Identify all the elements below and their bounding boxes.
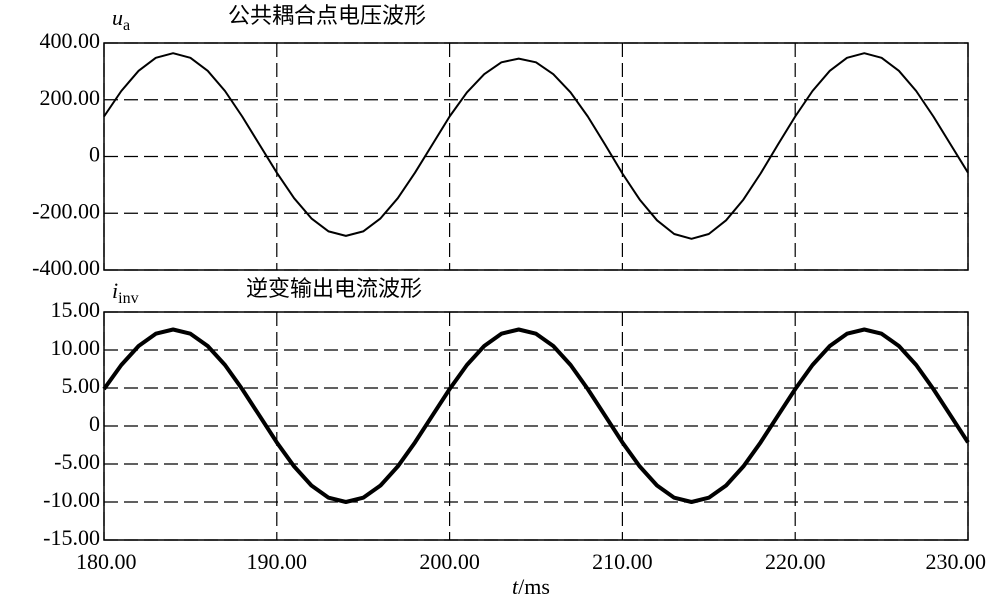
plot-frame bbox=[103, 42, 969, 271]
series-line bbox=[103, 52, 969, 240]
y-tick-label: -200.00 bbox=[32, 198, 100, 223]
x-tick-label: 210.00 bbox=[592, 549, 653, 574]
x-tick-label: 200.00 bbox=[419, 549, 480, 574]
y-tick-label: 0 bbox=[89, 142, 100, 167]
y-tick-label: -5.00 bbox=[54, 449, 100, 474]
plot-frame bbox=[103, 311, 969, 541]
x-tick-label: 180.00 bbox=[76, 549, 137, 574]
chart-title: 逆变输出电流波形 bbox=[246, 276, 422, 301]
y-tick-label: -15.00 bbox=[43, 525, 100, 550]
y-tick-label: -400.00 bbox=[32, 255, 100, 280]
y-tick-label: 400.00 bbox=[40, 28, 101, 53]
series-line bbox=[102, 327, 970, 504]
x-tick-label: 190.00 bbox=[247, 549, 308, 574]
x-tick-label: 230.00 bbox=[926, 549, 987, 574]
y-axis-label: ua bbox=[112, 5, 130, 34]
y-axis-label-sub: inv bbox=[118, 290, 138, 307]
y-axis-label-sub: a bbox=[123, 17, 130, 34]
y-tick-label: 200.00 bbox=[40, 85, 101, 110]
y-tick-label: 15.00 bbox=[51, 297, 101, 322]
x-tick-label: 220.00 bbox=[765, 549, 826, 574]
y-axis-label: iinv bbox=[112, 278, 139, 307]
y-tick-label: 5.00 bbox=[62, 373, 101, 398]
y-tick-label: -10.00 bbox=[43, 487, 100, 512]
x-axis-label-var: t bbox=[512, 574, 519, 599]
chart-title: 公共耦合点电压波形 bbox=[228, 3, 426, 28]
y-tick-label: 10.00 bbox=[51, 335, 101, 360]
x-axis-label-unit: /ms bbox=[518, 574, 550, 599]
y-axis-label-main: i bbox=[112, 278, 118, 303]
y-tick-label: 0 bbox=[89, 411, 100, 436]
x-axis-label: t/ms bbox=[512, 574, 550, 599]
y-axis-label-main: u bbox=[112, 5, 123, 30]
